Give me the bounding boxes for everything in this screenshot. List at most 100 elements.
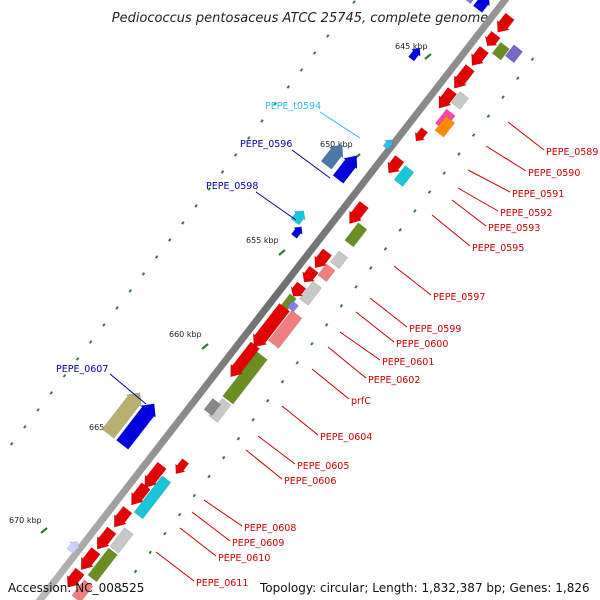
gene-label-reverse: PEPE_0593 — [488, 223, 540, 234]
scale-dot — [516, 76, 520, 81]
scale-dot — [207, 474, 211, 479]
gene-reverse — [349, 200, 369, 224]
gene-label-reverse: PEPE_0595 — [472, 243, 524, 254]
gene-reverse — [314, 248, 333, 269]
scale-dot — [413, 209, 417, 213]
scale-dot — [233, 153, 238, 157]
gene-label-reverse: PEPE_0600 — [396, 339, 448, 350]
gene-reverse — [131, 482, 151, 506]
label-leader — [485, 145, 527, 172]
scale-dot — [295, 360, 299, 365]
gene-label-reverse: PEPE_0589 — [546, 147, 598, 158]
gene-forward — [66, 541, 80, 555]
label-leader — [457, 187, 499, 212]
scale-dot — [49, 391, 53, 395]
gene-reverse — [252, 302, 291, 348]
scale-tick-label: 655 kbp — [246, 236, 279, 245]
scale-tick-label: 660 kbp — [169, 330, 202, 339]
scale-dot — [192, 493, 197, 498]
gene-reverse — [109, 527, 134, 554]
scale-tick-mark — [201, 343, 209, 350]
gene-forward — [290, 210, 306, 226]
gene-label-reverse: PEPE_0611 — [196, 578, 248, 589]
gene-forward — [332, 155, 358, 184]
scale-dot — [128, 289, 132, 293]
scale-dot — [273, 102, 277, 106]
scale-dot — [530, 57, 535, 62]
label-leader — [327, 346, 367, 379]
scale-dot — [119, 588, 123, 593]
gene-reverse — [230, 341, 260, 378]
gene-reverse — [414, 127, 429, 142]
gene-label-forward: PEPE_0598 — [206, 181, 258, 192]
gene-forward — [465, 0, 477, 5]
scale-dot — [398, 228, 402, 232]
gene-label-reverse: PEPE_0597 — [433, 292, 485, 303]
gene-reverse — [484, 30, 501, 47]
scale-dot — [339, 304, 344, 308]
label-leader — [393, 265, 432, 296]
scale-dot — [383, 247, 388, 251]
gene-forward — [382, 139, 394, 151]
scale-dot — [260, 119, 264, 123]
label-leader — [507, 121, 545, 151]
scale-tick-mark — [424, 53, 432, 60]
gene-reverse — [393, 165, 415, 187]
gene-reverse — [96, 526, 117, 550]
scale-dot — [457, 152, 461, 156]
gene-forward — [320, 144, 344, 170]
gene-label-reverse: PEPE_0610 — [218, 553, 270, 564]
gene-features — [66, 0, 524, 600]
label-leader — [467, 169, 511, 193]
label-leader — [369, 297, 408, 328]
label-leader — [245, 449, 283, 480]
scale-dot — [222, 455, 226, 460]
map-title: Pediococcus pentosaceus ATCC 25745, comp… — [112, 11, 489, 26]
scale-dot — [89, 340, 93, 344]
gene-forward — [408, 47, 421, 62]
gene-reverse — [329, 250, 349, 270]
gene-label-forward: PEPE_0607 — [56, 364, 108, 375]
gene-label-reverse: PEPE_0601 — [382, 357, 434, 368]
gene-labels: PEPE_0589 PEPE_0590 PEPE_0591 PEPE_0592 PEPE… — [56, 101, 598, 589]
gene-reverse — [290, 281, 307, 297]
label-leader — [319, 111, 361, 139]
label-leader — [255, 191, 297, 221]
label-leader — [281, 405, 319, 436]
scale-dot — [280, 379, 285, 384]
gene-label-reverse: PEPE_0602 — [368, 375, 420, 386]
scale-dot — [236, 436, 241, 441]
accession-text: Accession: NC_008525 — [8, 581, 145, 595]
scale-tick-label: 645 kbp — [395, 42, 428, 51]
gene-label-reverse: PEPE_0590 — [528, 168, 580, 179]
scale-dot — [181, 221, 185, 225]
gene-label-reverse: PEPE_0605 — [297, 461, 349, 472]
scale-dot — [310, 341, 314, 346]
scale-dot — [471, 133, 476, 137]
label-leader — [191, 511, 231, 542]
scale-dot — [194, 204, 198, 208]
scale-dot — [354, 285, 358, 289]
gene-label-reverse: PEPE_0599 — [409, 324, 461, 335]
label-leader — [155, 551, 195, 582]
scale-tick-label: 650 kbp — [320, 140, 353, 149]
gene-reverse — [299, 280, 323, 306]
label-leader — [355, 311, 395, 343]
gene-reverse — [113, 505, 133, 528]
backbone — [35, 0, 510, 600]
scale-dot — [75, 357, 80, 361]
label-leader — [451, 199, 487, 227]
gene-reverse — [344, 222, 368, 248]
gene-forward — [290, 226, 303, 239]
scale-dot — [427, 190, 432, 194]
scale-dot — [369, 266, 373, 270]
scale-dot — [141, 272, 146, 276]
gene-reverse — [144, 461, 167, 488]
gene-reverse — [471, 45, 490, 66]
gene-reverse — [175, 458, 190, 475]
topology-summary: Topology: circular; Length: 1,832,387 bp… — [260, 581, 590, 595]
gene-reverse — [267, 309, 303, 349]
gene-reverse — [496, 12, 515, 33]
gene-reverse — [317, 263, 336, 283]
